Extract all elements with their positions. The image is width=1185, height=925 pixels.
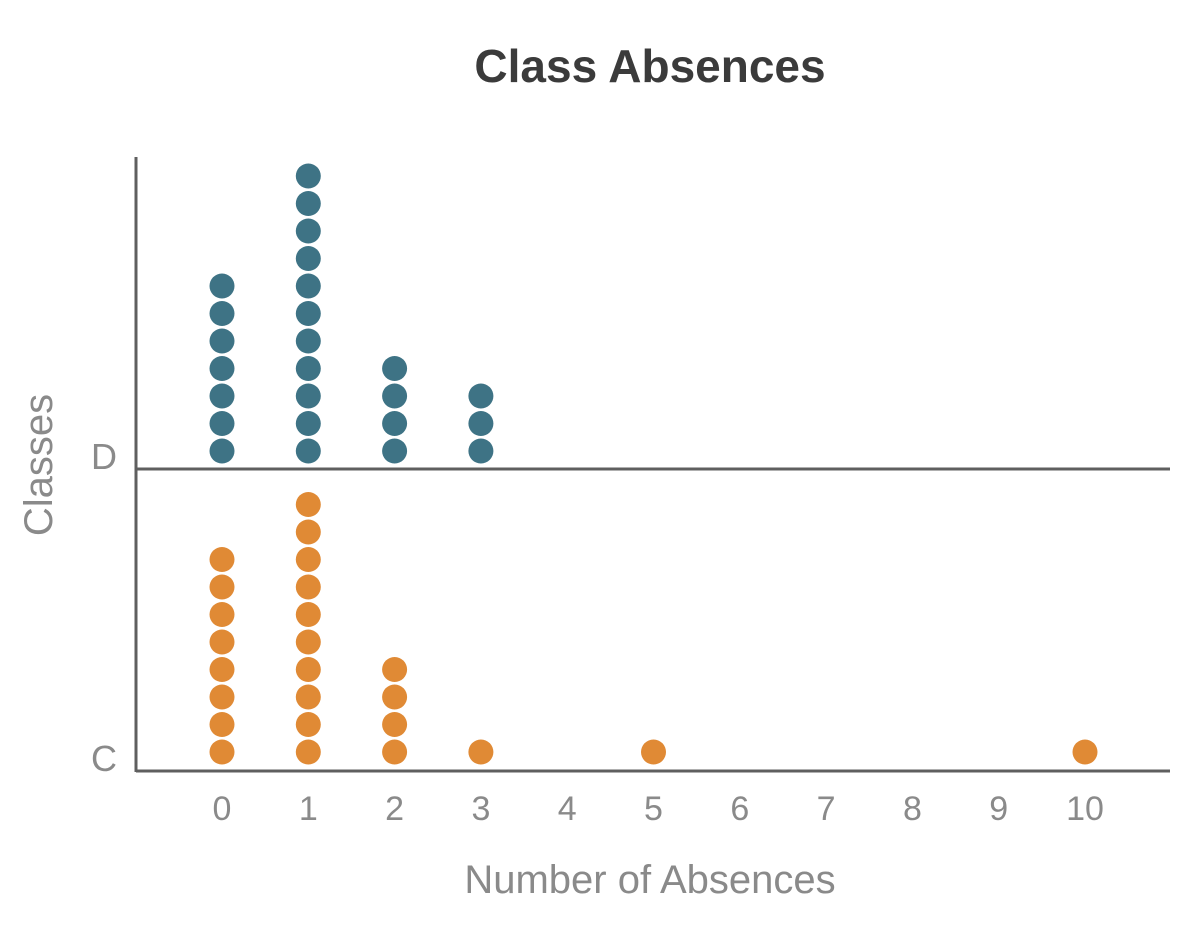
x-tick-label-8: 8 bbox=[903, 790, 922, 828]
dot-c-x1-3 bbox=[295, 684, 321, 710]
dot-d-x3-1 bbox=[468, 438, 494, 464]
dot-c-x0-5 bbox=[209, 629, 235, 655]
dot-c-x0-3 bbox=[209, 684, 235, 710]
x-tick-label-7: 7 bbox=[817, 790, 836, 828]
x-tick-label-1: 1 bbox=[299, 790, 318, 828]
dot-d-x0-2 bbox=[209, 411, 235, 436]
dot-c-x1-9 bbox=[295, 519, 321, 545]
dot-c-x0-6 bbox=[209, 602, 235, 627]
dot-d-x1-8 bbox=[295, 246, 321, 271]
dot-c-x0-7 bbox=[209, 574, 235, 600]
dot-c-x1-10 bbox=[295, 492, 321, 517]
dot-d-x3-2 bbox=[468, 411, 494, 436]
x-tick-labels: 0 1 2 3 4 5 6 7 8 9 10 bbox=[213, 790, 1104, 828]
dot-d-x2-2 bbox=[382, 411, 408, 436]
x-tick-label-4: 4 bbox=[558, 790, 577, 828]
dot-c-x1-5 bbox=[295, 629, 321, 655]
dot-c-x1-1 bbox=[295, 739, 321, 765]
x-axis-label: Number of Absences bbox=[464, 858, 835, 902]
dot-c-x1-4 bbox=[295, 657, 321, 682]
x-tick-label-9: 9 bbox=[989, 790, 1008, 828]
dot-d-x1-3 bbox=[295, 383, 321, 409]
x-tick-label-5: 5 bbox=[644, 790, 663, 828]
dot-c-x1-8 bbox=[295, 547, 321, 572]
dot-d-x0-7 bbox=[209, 273, 235, 299]
dot-d-x0-1 bbox=[209, 438, 235, 464]
dot-c-x10-1 bbox=[1072, 739, 1098, 765]
dot-c-x1-6 bbox=[295, 602, 321, 627]
dot-c-x1-2 bbox=[295, 712, 321, 737]
dot-d-x1-11 bbox=[295, 163, 321, 189]
category-labels: DC bbox=[91, 436, 117, 779]
dot-d-x1-7 bbox=[295, 273, 321, 299]
x-tick-label-2: 2 bbox=[385, 790, 404, 828]
dot-c-x0-8 bbox=[209, 547, 235, 572]
chart-title: Class Absences bbox=[474, 40, 825, 92]
dot-d-x1-9 bbox=[295, 218, 321, 244]
dot-c-x1-7 bbox=[295, 574, 321, 600]
dot-marks bbox=[209, 163, 1098, 765]
dot-c-x2-4 bbox=[382, 657, 408, 682]
dot-d-x3-3 bbox=[468, 383, 494, 409]
dot-c-x2-2 bbox=[382, 712, 408, 737]
dot-d-x0-4 bbox=[209, 356, 235, 381]
x-tick-label-10: 10 bbox=[1066, 790, 1104, 828]
dot-d-x0-6 bbox=[209, 301, 235, 326]
dot-d-x1-4 bbox=[295, 356, 321, 381]
category-label-c: C bbox=[91, 738, 117, 779]
dot-d-x0-5 bbox=[209, 328, 235, 354]
dot-d-x2-1 bbox=[382, 438, 408, 464]
dot-d-x1-10 bbox=[295, 191, 321, 216]
dot-c-x2-3 bbox=[382, 684, 408, 710]
dot-c-x0-2 bbox=[209, 712, 235, 737]
dot-d-x2-4 bbox=[382, 356, 408, 381]
y-axis-label: Classes bbox=[17, 394, 61, 536]
x-tick-label-3: 3 bbox=[471, 790, 490, 828]
category-label-d: D bbox=[91, 436, 117, 477]
dot-c-x0-4 bbox=[209, 657, 235, 682]
dot-d-x0-3 bbox=[209, 383, 235, 409]
x-tick-label-6: 6 bbox=[730, 790, 749, 828]
dot-c-x2-1 bbox=[382, 739, 408, 765]
dot-d-x1-1 bbox=[295, 438, 321, 464]
dot-d-x2-3 bbox=[382, 383, 408, 409]
dot-c-x5-1 bbox=[641, 739, 666, 765]
dot-d-x1-2 bbox=[295, 411, 321, 436]
x-tick-label-0: 0 bbox=[213, 790, 232, 828]
dot-d-x1-6 bbox=[295, 301, 321, 326]
dot-c-x0-1 bbox=[209, 739, 235, 765]
dot-c-x3-1 bbox=[468, 739, 494, 765]
dot-d-x1-5 bbox=[295, 328, 321, 354]
